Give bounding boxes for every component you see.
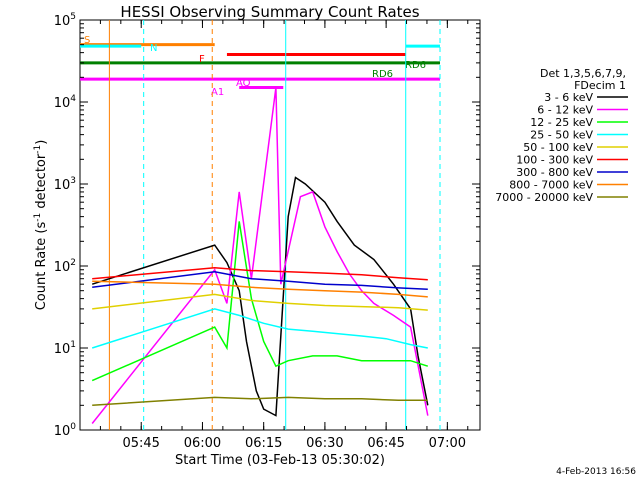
y-tick-label: 104: [54, 94, 77, 111]
flag-label-rd6: RD6: [372, 69, 393, 80]
x-tick-label: 06:30: [306, 436, 343, 451]
series-line: [91, 176, 429, 417]
legend-entry-label: 12 - 25 keV: [530, 116, 593, 129]
legend-entry-label: 7000 - 20000 keV: [495, 191, 593, 204]
flag-label-s: S: [84, 35, 90, 46]
y-tick-label: 101: [54, 340, 76, 357]
legend-entry-label: 3 - 6 keV: [544, 91, 593, 104]
legend-entry-label: 50 - 100 keV: [523, 141, 593, 154]
series-line: [92, 280, 428, 298]
flag-label-f: F: [199, 54, 205, 65]
series-line: [92, 267, 428, 281]
flag-label-aq: AQ: [236, 78, 251, 89]
series-line: [92, 271, 428, 291]
y-tick-label: 105: [54, 12, 76, 29]
plot-frame: [79, 19, 481, 431]
y-tick-label: 103: [54, 176, 76, 193]
series-line: [91, 308, 428, 349]
legend-entry-label: 800 - 7000 keV: [509, 179, 593, 192]
legend-header-decimation: FDecim 1: [574, 79, 626, 92]
legend-entry-label: 300 - 800 keV: [516, 166, 593, 179]
x-tick-label: 06:00: [184, 436, 221, 451]
chart-title: HESSI Observing Summary Count Rates: [120, 3, 419, 21]
series-line: [92, 293, 428, 311]
x-axis-label: Start Time (03-Feb-13 05:30:02): [175, 453, 385, 468]
y-tick-label: 100: [54, 422, 77, 439]
plot-timestamp: 4-Feb-2013 16:56: [556, 467, 636, 477]
series-line: [91, 221, 429, 382]
legend-header-detectors: Det 1,3,5,6,7,9,: [540, 67, 626, 80]
legend-entry-label: 100 - 300 keV: [516, 154, 593, 167]
legend-entry-label: 6 - 12 keV: [537, 104, 593, 117]
flag-layer: S N F RD6 AQ A1 RD6: [80, 35, 441, 98]
x-tick-label: 06:15: [245, 436, 282, 451]
x-tick-label: 05:45: [122, 436, 159, 451]
series-line: [91, 87, 429, 424]
series-layer: [91, 87, 429, 424]
y-tick-label: 102: [54, 258, 76, 275]
flag-label-a1: A1: [211, 87, 224, 98]
flag-label-n: N: [150, 43, 157, 54]
y-axis-label: Count Rate (s-1 detector-1): [33, 140, 49, 311]
axis-ticks: 05:45 06:00 06:15 06:30 06:45 07:00 100 101 102 1…: [54, 12, 480, 451]
series-line: [92, 396, 428, 407]
x-tick-label: 06:45: [367, 436, 404, 451]
legend-entry-label: 25 - 50 keV: [530, 129, 593, 142]
flag-label-rd6-right: RD6: [405, 60, 426, 71]
x-tick-label: 07:00: [429, 436, 466, 451]
vertical-markers: [108, 20, 441, 430]
